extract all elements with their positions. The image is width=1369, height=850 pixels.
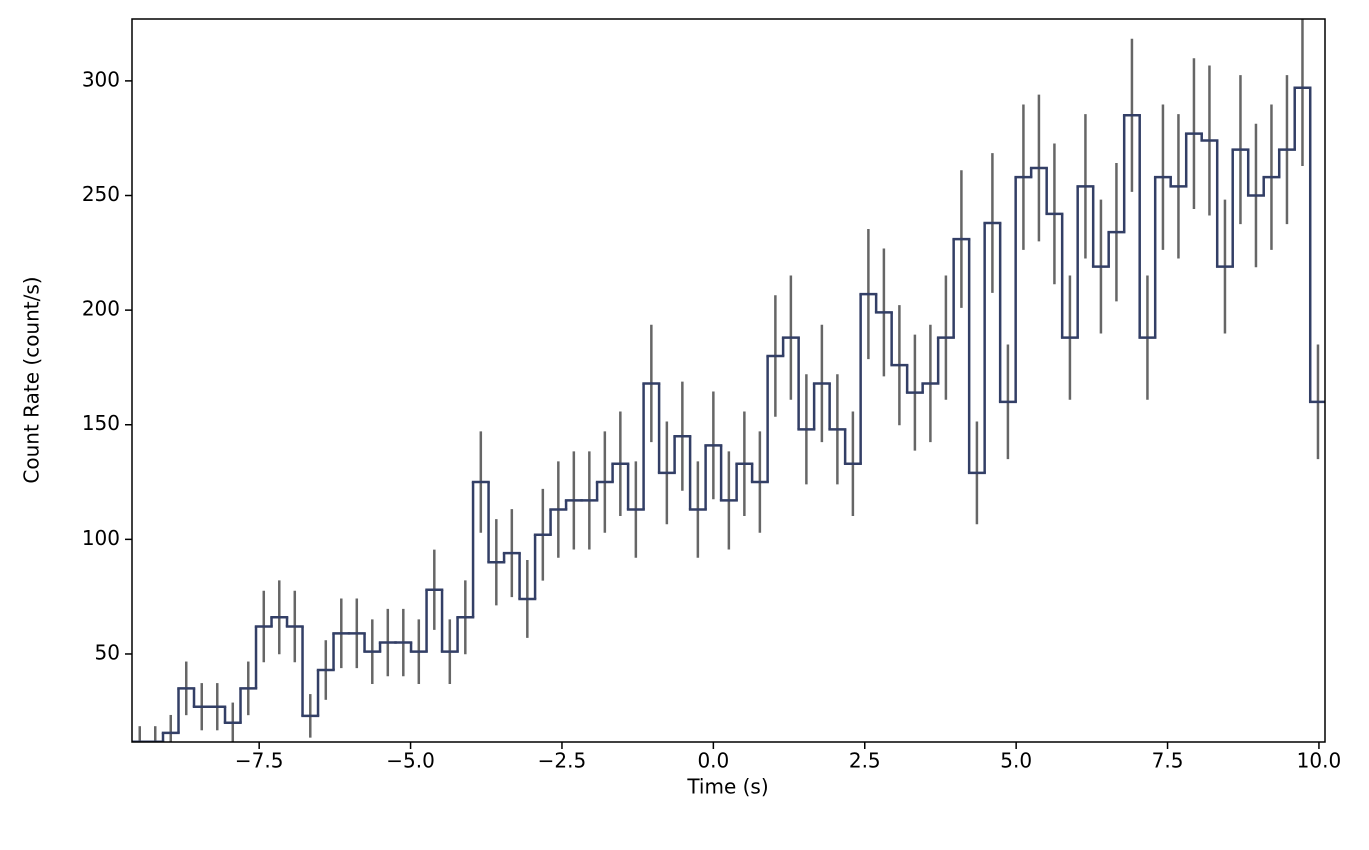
y-tick-label: 100	[82, 526, 120, 550]
x-axis-label: Time (s)	[686, 775, 768, 799]
x-tick-label: 2.5	[849, 749, 881, 773]
y-tick-label: 250	[82, 182, 120, 206]
y-tick-label: 50	[95, 640, 120, 664]
x-tick-label: −2.5	[538, 749, 587, 773]
plot-area	[132, 19, 1325, 742]
x-tick-label: 7.5	[1152, 749, 1184, 773]
axes-frame	[131, 18, 1326, 743]
y-tick-label: 300	[82, 67, 120, 91]
step-riser	[161, 87, 1312, 742]
x-tick-label: −7.5	[235, 749, 284, 773]
y-tick-label: 200	[82, 297, 120, 321]
x-tick-label: −5.0	[386, 749, 435, 773]
x-tick-label: 0.0	[697, 749, 729, 773]
x-tick-label: 5.0	[1000, 749, 1032, 773]
y-tick-label: 150	[82, 411, 120, 435]
y-axis-label: Count Rate (count/s)	[20, 276, 44, 483]
x-tick-label: 10.0	[1297, 749, 1342, 773]
